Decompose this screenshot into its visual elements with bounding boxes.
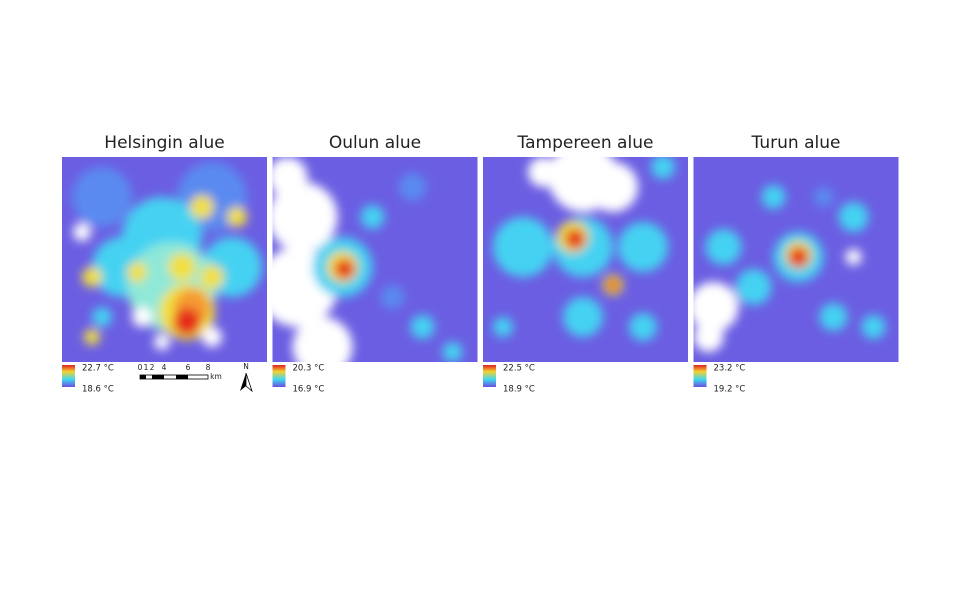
scale-unit: km (210, 372, 222, 381)
heat-area (202, 327, 222, 347)
heat-map (483, 157, 688, 362)
scale-tick-label: 1 (144, 363, 149, 372)
map-panel: Turun alue 23.2 °C 19.2 °C (693, 133, 899, 395)
heat-area (813, 187, 834, 207)
heat-area (84, 329, 100, 345)
heat-area (838, 202, 869, 232)
heat-area (398, 173, 427, 201)
legend-min: 16.9 °C (293, 385, 325, 395)
map-panel: Oulun alue 20.3 °C 16.9 °C (272, 133, 478, 395)
heat-area (72, 167, 132, 227)
heat-area (284, 199, 321, 235)
heat-area (227, 207, 247, 227)
scale-bar-body (139, 374, 209, 380)
heat-area (629, 313, 657, 341)
north-label: N (243, 362, 249, 371)
panel-title: Oulun alue (329, 133, 421, 153)
heat-area (190, 195, 214, 219)
map-panel: Helsingin alue 22.7 °C 18.6 °C (62, 133, 267, 395)
scale-tick-label: 0 (138, 363, 143, 372)
heat-area (73, 223, 91, 241)
heat-area (200, 265, 224, 289)
heat-area (292, 317, 353, 362)
heat-area (788, 247, 809, 267)
heat-area (735, 269, 772, 305)
legend-max: 20.3 °C (293, 364, 325, 374)
heat-area (693, 322, 724, 352)
heat-map (62, 157, 267, 362)
heat-map (693, 157, 899, 362)
heat-area (493, 317, 513, 337)
legend-min: 18.6 °C (82, 385, 114, 395)
heat-area (334, 259, 355, 279)
heat-area (168, 253, 196, 281)
legend-min: 19.2 °C (714, 385, 746, 395)
north-arrow: N (240, 362, 253, 393)
heat-area (173, 308, 201, 336)
heat-area (132, 307, 152, 327)
legend-max: 22.7 °C (82, 364, 114, 374)
scale-tick-label: 2 (150, 363, 155, 372)
north-arrow-shape (240, 373, 246, 391)
legend-bar (62, 365, 75, 387)
heat-area (819, 303, 848, 331)
heat-area (618, 222, 668, 272)
heat-area (442, 342, 463, 362)
heat-area (272, 157, 308, 197)
panel-title: Tampereen alue (517, 133, 654, 153)
heat-area (360, 205, 385, 229)
map-panel: Tampereen alue 22.5 °C 18.9 °C (483, 133, 688, 395)
north-arrow-shape (245, 372, 253, 393)
heat-area (845, 249, 862, 265)
heat-area (380, 285, 405, 309)
scale-bar: 0 1 2 4 6 8km (138, 363, 222, 381)
heat-area (565, 229, 585, 249)
legend-bar (693, 365, 707, 387)
heat-area (563, 297, 603, 337)
heat-area (651, 157, 675, 179)
heat-area (693, 282, 739, 332)
heat-area (588, 162, 638, 212)
heat-area (127, 262, 147, 282)
scale-tick-label: 8 (206, 363, 211, 372)
heat-area (82, 267, 102, 287)
legend-min: 18.9 °C (503, 385, 535, 395)
scale-tick-label: 6 (186, 363, 191, 372)
legend-max: 23.2 °C (714, 364, 746, 374)
heat-area (861, 315, 886, 339)
heat-area (528, 157, 558, 187)
scale-bar-segment (140, 375, 146, 379)
heat-area (705, 229, 742, 265)
heat-area (410, 315, 435, 339)
heat-map (272, 157, 478, 362)
heat-area (154, 334, 170, 350)
panel-title: Helsingin alue (104, 133, 224, 153)
panel-title: Turun alue (751, 133, 841, 153)
heat-area (761, 185, 786, 209)
legend-max: 22.5 °C (503, 364, 535, 374)
scale-bar-segment (176, 375, 188, 379)
legend-bar (483, 365, 496, 387)
heat-area (607, 279, 619, 291)
legend-bar (272, 365, 286, 387)
heat-area (92, 307, 112, 327)
heat-area (493, 217, 553, 277)
scale-tick-label: 4 (162, 363, 167, 372)
scale-bar-segment (152, 375, 164, 379)
